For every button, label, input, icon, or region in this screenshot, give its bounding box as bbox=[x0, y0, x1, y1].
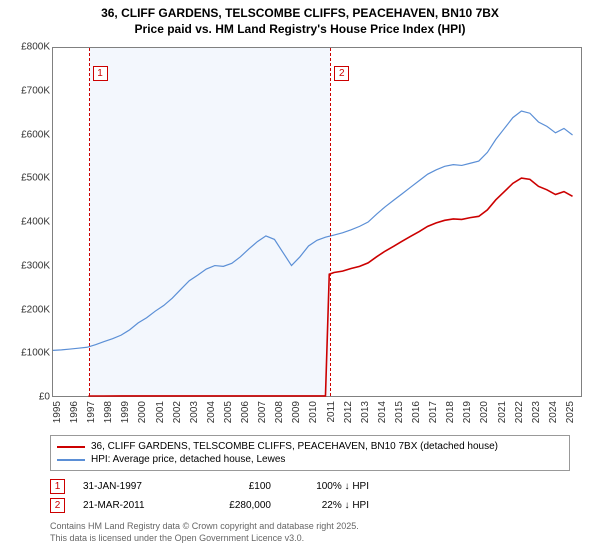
transaction-row: 2 21-MAR-2011 £280,000 22% ↓ HPI bbox=[50, 496, 570, 515]
x-tick-label: 2018 bbox=[445, 401, 456, 431]
x-tick-label: 2008 bbox=[274, 401, 285, 431]
x-tick-label: 2020 bbox=[479, 401, 490, 431]
x-tick-label: 2007 bbox=[257, 401, 268, 431]
reference-marker: 1 bbox=[93, 66, 108, 81]
x-tick-label: 2002 bbox=[172, 401, 183, 431]
transaction-pct: 22% ↓ HPI bbox=[289, 500, 369, 511]
transactions-table: 1 31-JAN-1997 £100 100% ↓ HPI 2 21-MAR-2011 £2… bbox=[50, 477, 570, 515]
x-tick-label: 2023 bbox=[531, 401, 542, 431]
x-tick-label: 1996 bbox=[69, 401, 80, 431]
x-tick-label: 2021 bbox=[497, 401, 508, 431]
footer: Contains HM Land Registry data © Crown c… bbox=[50, 521, 590, 544]
legend-swatch bbox=[57, 459, 85, 461]
x-tick-label: 2013 bbox=[360, 401, 371, 431]
y-tick-label: £100K bbox=[10, 348, 50, 359]
chart-area: £0 £100K £200K £300K £400K £500K £600K £700K £80… bbox=[10, 39, 590, 431]
legend-row: 36, CLIFF GARDENS, TELSCOMBE CLIFFS, PEA… bbox=[57, 440, 563, 453]
x-tick-label: 1997 bbox=[86, 401, 97, 431]
transaction-marker: 2 bbox=[50, 498, 65, 513]
y-tick-label: £200K bbox=[10, 304, 50, 315]
reference-line bbox=[89, 48, 90, 396]
transaction-date: 31-JAN-1997 bbox=[83, 481, 173, 492]
reference-line bbox=[330, 48, 331, 396]
x-tick-label: 2022 bbox=[514, 401, 525, 431]
legend-row: HPI: Average price, detached house, Lewe… bbox=[57, 453, 563, 466]
transaction-marker: 1 bbox=[50, 479, 65, 494]
x-tick-label: 2024 bbox=[548, 401, 559, 431]
x-tick-label: 2012 bbox=[343, 401, 354, 431]
line-series bbox=[53, 48, 581, 396]
transaction-date: 21-MAR-2011 bbox=[83, 500, 173, 511]
x-tick-label: 2017 bbox=[428, 401, 439, 431]
x-tick-label: 2019 bbox=[462, 401, 473, 431]
transaction-price: £280,000 bbox=[191, 500, 271, 511]
legend: 36, CLIFF GARDENS, TELSCOMBE CLIFFS, PEA… bbox=[50, 435, 570, 471]
x-tick-label: 2011 bbox=[326, 401, 337, 431]
title-line1: 36, CLIFF GARDENS, TELSCOMBE CLIFFS, PEA… bbox=[10, 6, 590, 22]
transaction-row: 1 31-JAN-1997 £100 100% ↓ HPI bbox=[50, 477, 570, 496]
x-tick-label: 2006 bbox=[240, 401, 251, 431]
chart-title: 36, CLIFF GARDENS, TELSCOMBE CLIFFS, PEA… bbox=[0, 0, 600, 39]
x-tick-label: 2000 bbox=[137, 401, 148, 431]
x-tick-label: 2016 bbox=[411, 401, 422, 431]
footer-line2: This data is licensed under the Open Gov… bbox=[50, 533, 590, 545]
transaction-pct: 100% ↓ HPI bbox=[289, 481, 369, 492]
x-tick-label: 2004 bbox=[206, 401, 217, 431]
reference-marker: 2 bbox=[334, 66, 349, 81]
x-tick-label: 1999 bbox=[120, 401, 131, 431]
x-tick-label: 2005 bbox=[223, 401, 234, 431]
series-hpi bbox=[53, 111, 573, 350]
legend-label: HPI: Average price, detached house, Lewe… bbox=[91, 454, 285, 465]
x-tick-label: 2015 bbox=[394, 401, 405, 431]
y-tick-label: £300K bbox=[10, 260, 50, 271]
plot-area: 12 bbox=[52, 47, 582, 397]
x-tick-label: 2009 bbox=[291, 401, 302, 431]
y-tick-label: £400K bbox=[10, 217, 50, 228]
legend-label: 36, CLIFF GARDENS, TELSCOMBE CLIFFS, PEA… bbox=[91, 441, 498, 452]
legend-swatch bbox=[57, 446, 85, 448]
x-tick-label: 2010 bbox=[308, 401, 319, 431]
x-tick-label: 2001 bbox=[155, 401, 166, 431]
y-tick-label: £500K bbox=[10, 173, 50, 184]
x-tick-label: 2014 bbox=[377, 401, 388, 431]
footer-line1: Contains HM Land Registry data © Crown c… bbox=[50, 521, 590, 533]
y-tick-label: £700K bbox=[10, 85, 50, 96]
x-tick-label: 1998 bbox=[103, 401, 114, 431]
y-tick-label: £600K bbox=[10, 129, 50, 140]
transaction-price: £100 bbox=[191, 481, 271, 492]
y-tick-label: £0 bbox=[10, 392, 50, 403]
title-line2: Price paid vs. HM Land Registry's House … bbox=[10, 22, 590, 38]
x-tick-label: 2025 bbox=[565, 401, 576, 431]
x-tick-label: 1995 bbox=[52, 401, 63, 431]
x-tick-label: 2003 bbox=[189, 401, 200, 431]
y-tick-label: £800K bbox=[10, 42, 50, 53]
